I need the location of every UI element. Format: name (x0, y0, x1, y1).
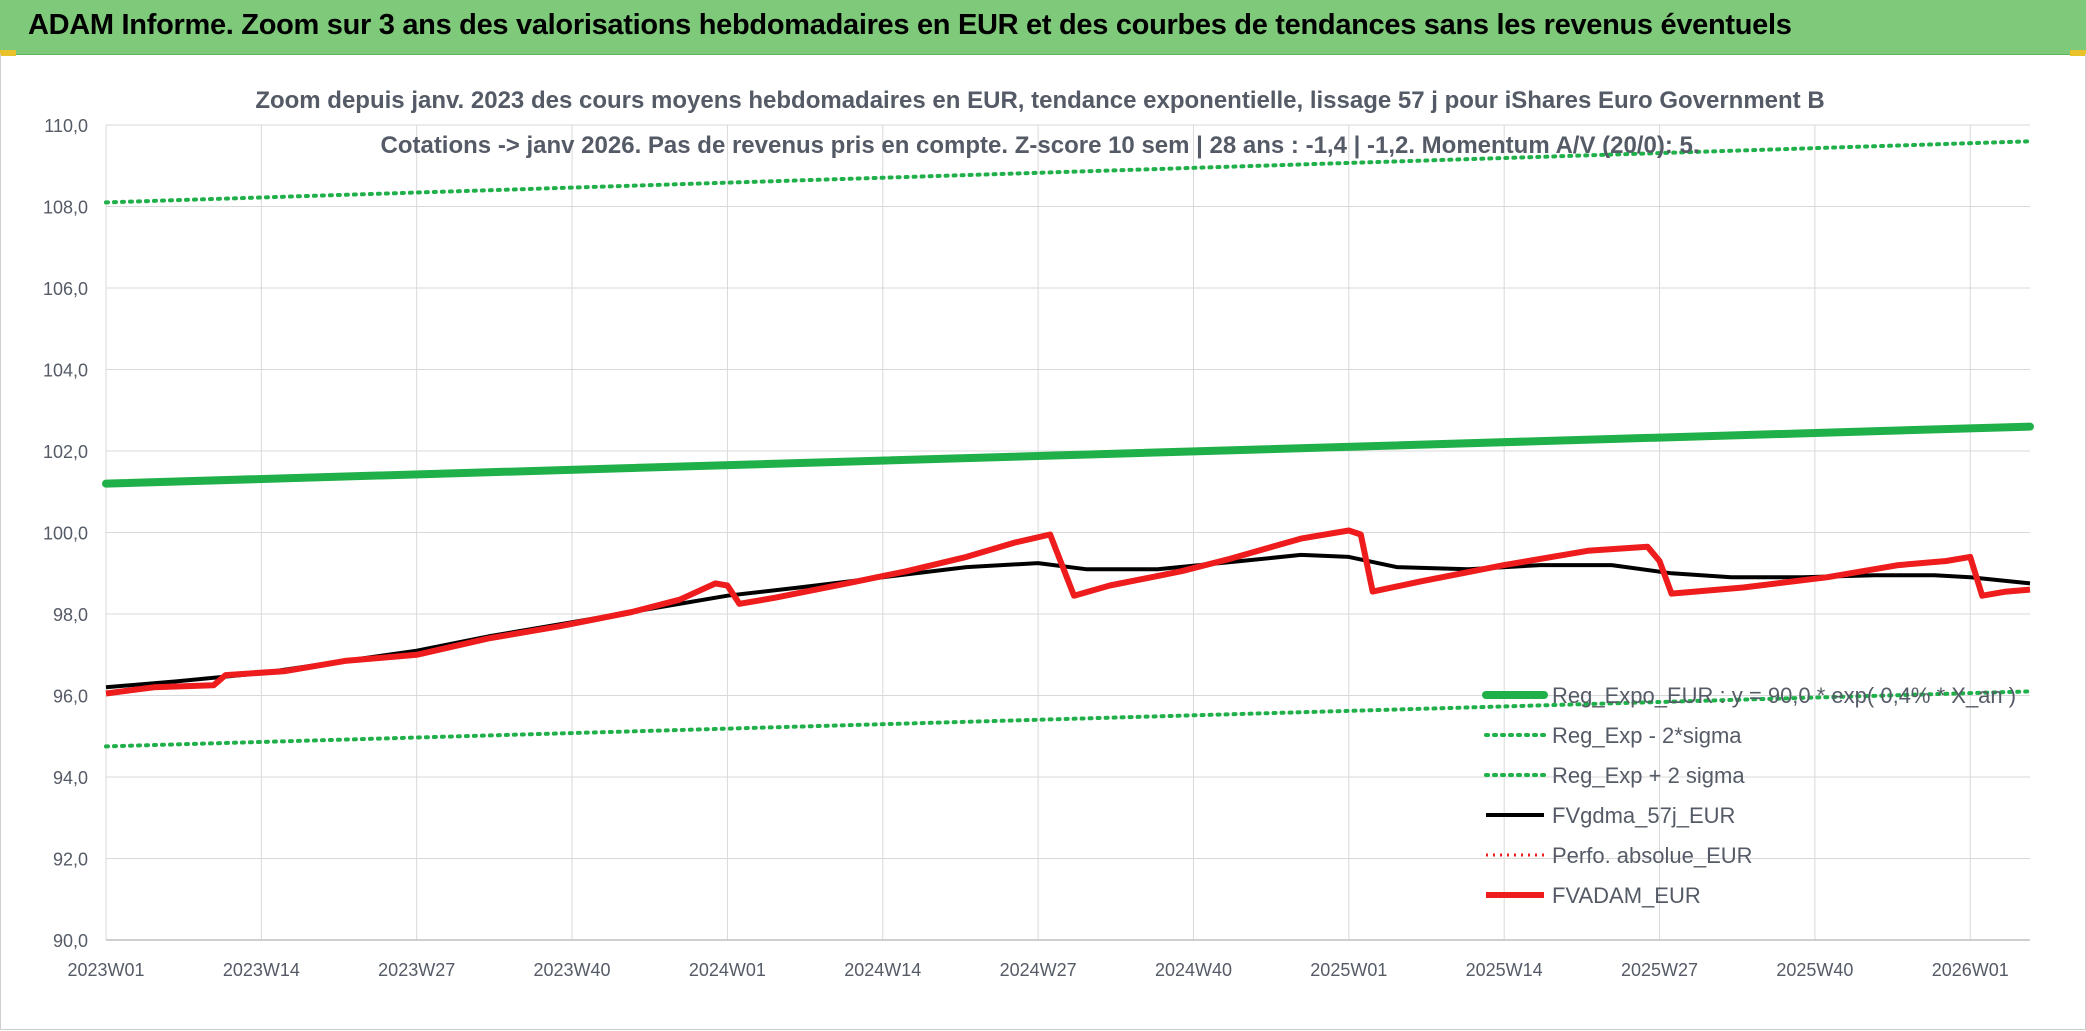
legend-label: FVADAM_EUR (1552, 883, 1701, 908)
title-bar: ADAM Informe. Zoom sur 3 ans des valoris… (0, 0, 2086, 56)
y-tick-label: 100,0 (43, 524, 88, 544)
y-tick-label: 110,0 (44, 116, 88, 136)
legend-label: FVgdma_57j_EUR (1552, 803, 1735, 828)
legend-label: Reg_Exp - 2*sigma (1552, 723, 1742, 748)
grid (105, 124, 2030, 941)
y-tick-label: 94,0 (53, 768, 88, 788)
legend-label: Reg_Exp + 2 sigma (1552, 763, 1745, 788)
x-tick-label: 2024W27 (1000, 960, 1077, 980)
x-tick-label: 2025W14 (1466, 960, 1543, 980)
y-tick-label: 96,0 (53, 687, 88, 707)
series-line-2 (104, 139, 2032, 205)
x-tick-label: 2024W40 (1155, 960, 1232, 980)
x-tick-label: 2025W01 (1310, 960, 1387, 980)
x-tick-label: 2023W01 (67, 960, 144, 980)
series-layer (102, 139, 2034, 749)
y-tick-label: 92,0 (53, 850, 88, 870)
legend-label: Perfo. absolue_EUR (1552, 843, 1753, 868)
x-tick-label: 2026W01 (1932, 960, 2009, 980)
corner-mark-right (2070, 50, 2086, 56)
y-tick-label: 106,0 (43, 279, 88, 299)
chart-title-line-1: Zoom depuis janv. 2023 des cours moyens … (255, 87, 1824, 114)
y-tick-label: 90,0 (53, 931, 88, 951)
axes: 90,0 92,0 94,0 96,0 98,0 100,0 102,0 104,0 106,0… (43, 116, 2030, 980)
x-tick-label: 2023W27 (378, 960, 455, 980)
corner-mark-left (0, 50, 16, 56)
series-line-5 (105, 527, 2031, 697)
y-tick-label: 104,0 (43, 361, 88, 381)
x-tick-label: 2024W01 (689, 960, 766, 980)
legend: Reg_Expo_EUR : y = 90,0 * exp( 0,4% * X_… (1482, 683, 2016, 908)
series-line-0 (102, 422, 2034, 488)
y-tick-label: 98,0 (53, 605, 88, 625)
x-tick-label: 2024W14 (844, 960, 921, 980)
page-title: ADAM Informe. Zoom sur 3 ans des valoris… (28, 9, 1792, 41)
x-tick-label: 2025W27 (1621, 960, 1698, 980)
y-tick-label: 108,0 (43, 198, 88, 218)
x-tick-label: 2023W40 (534, 960, 611, 980)
y-tick-label: 102,0 (43, 442, 88, 462)
x-tick-label: 2025W40 (1776, 960, 1853, 980)
chart-title-line-2: Cotations -> janv 2026. Pas de revenus p… (380, 132, 1699, 159)
legend-label: Reg_Expo_EUR : y = 90,0 * exp( 0,4% * X_… (1552, 683, 2016, 708)
series-line-1 (104, 689, 2032, 749)
x-tick-label: 2023W14 (223, 960, 300, 980)
